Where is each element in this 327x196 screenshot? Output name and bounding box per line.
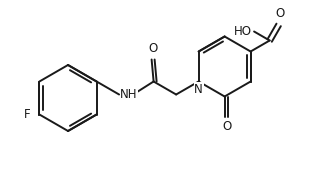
Text: O: O xyxy=(148,42,157,54)
Text: N: N xyxy=(194,83,203,95)
Text: F: F xyxy=(24,108,30,121)
Text: NH: NH xyxy=(120,88,138,101)
Text: O: O xyxy=(275,7,284,20)
Text: O: O xyxy=(222,121,231,133)
Text: HO: HO xyxy=(234,25,252,38)
